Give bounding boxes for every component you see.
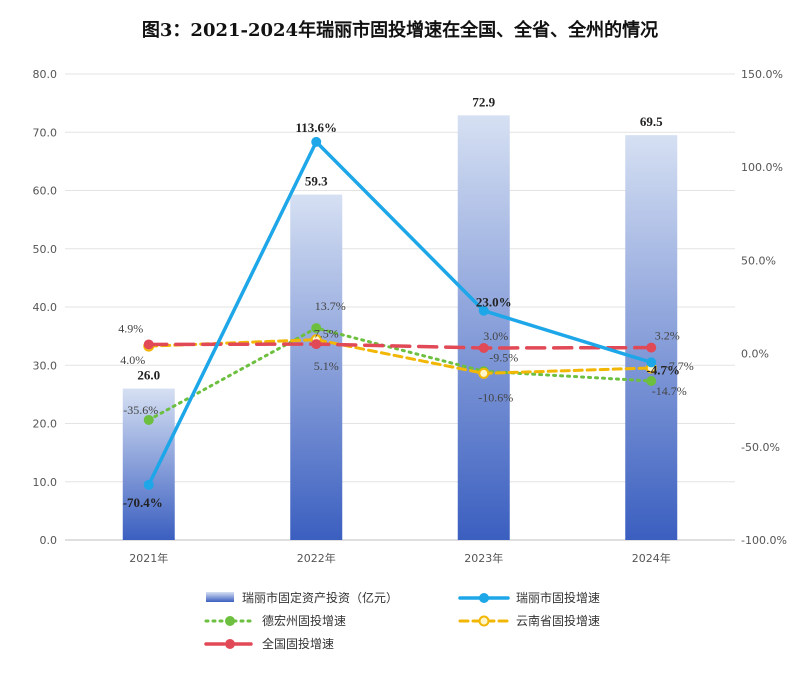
right-tick-label: 150.0%	[741, 68, 783, 81]
line-data-label: 7.5%	[314, 327, 339, 341]
line-data-label: -9.5%	[489, 350, 518, 364]
left-tick-label: 40.0	[33, 301, 58, 314]
line-data-label: -7.7%	[665, 359, 694, 373]
line-data-label: 113.6%	[295, 120, 337, 135]
chart-title: 图3：2021-2024年瑞丽市固投增速在全国、全省、全州的情况	[142, 19, 658, 41]
left-tick-label: 30.0	[33, 359, 58, 372]
legend-marker	[478, 615, 490, 627]
bar-data-label: 26.0	[137, 368, 160, 383]
line-data-label: 5.1%	[314, 359, 339, 373]
line-data-label: 3.0%	[483, 329, 508, 343]
bar-data-label: 72.9	[472, 94, 495, 109]
series-point	[143, 479, 154, 490]
series-point	[646, 357, 657, 368]
x-axis: 2021年 2022年 2023年 2024年	[129, 551, 671, 565]
legend-label: 德宏州固投增速	[262, 613, 346, 628]
legend-label: 瑞丽市固投增速	[516, 590, 600, 605]
series-point	[478, 343, 489, 354]
line-data-label: 3.2%	[655, 329, 680, 343]
bar	[290, 194, 343, 540]
bar	[457, 115, 510, 541]
series-point	[646, 342, 657, 353]
left-axis: 0.0 10.0 20.0 30.0 40.0 50.0 60.0 70.0 80.0	[33, 68, 58, 547]
bar-series	[122, 115, 678, 541]
line-data-label: -70.4%	[123, 495, 163, 510]
series-point	[143, 339, 154, 350]
left-tick-label: 70.0	[33, 126, 58, 139]
series-point	[478, 367, 490, 379]
left-tick-label: 20.0	[33, 418, 58, 431]
right-tick-label: 50.0%	[741, 254, 776, 267]
legend-label: 瑞丽市固定资产投资（亿元）	[242, 590, 398, 605]
line-series	[143, 136, 657, 490]
right-tick-label: -100.0%	[741, 534, 787, 547]
line-data-label: 13.7%	[315, 299, 346, 313]
legend-label: 全国固投增速	[262, 636, 334, 651]
series-point	[143, 414, 154, 425]
series-line	[147, 342, 653, 350]
series-point	[311, 136, 322, 147]
x-tick-label: 2023年	[464, 551, 503, 565]
left-tick-label: 0.0	[40, 534, 58, 547]
left-tick-label: 50.0	[33, 243, 58, 256]
data-labels: 26.0 59.3 72.9 69.5 -70.4% 113.6% 23.0% -4.7% -3…	[118, 94, 694, 509]
bar-data-label: 69.5	[640, 114, 663, 129]
left-tick-label: 10.0	[33, 476, 58, 489]
line-data-label: -35.6%	[123, 403, 158, 417]
series-line	[147, 326, 653, 422]
left-tick-label: 60.0	[33, 185, 58, 198]
bar-data-label: 59.3	[305, 174, 328, 189]
series-point	[646, 376, 657, 387]
x-tick-label: 2024年	[632, 551, 671, 565]
legend-swatch-bar	[206, 592, 234, 602]
line-data-label: 23.0%	[476, 295, 512, 310]
bar	[122, 388, 175, 540]
right-tick-label: -50.0%	[741, 441, 780, 454]
line-data-label: -14.7%	[652, 384, 687, 398]
series-line	[147, 140, 653, 487]
right-axis: -100.0% -50.0% 0.0% 50.0% 100.0% 150.0%	[741, 68, 787, 547]
legend-marker	[225, 639, 235, 649]
x-tick-label: 2021年	[129, 551, 168, 565]
legend-label: 云南省固投增速	[516, 613, 600, 628]
bar	[625, 135, 678, 540]
legend-marker	[225, 616, 235, 626]
line-data-label: 4.0%	[120, 353, 145, 367]
grid	[65, 73, 735, 541]
line-data-label: 4.9%	[118, 321, 143, 335]
series-point	[311, 339, 322, 350]
series-point	[478, 305, 489, 316]
legend-marker	[479, 593, 489, 603]
line-data-label: -10.6%	[478, 390, 513, 404]
series-point	[311, 323, 322, 334]
left-tick-label: 80.0	[33, 68, 58, 81]
right-tick-label: 0.0%	[741, 348, 769, 361]
right-tick-label: 100.0%	[741, 161, 783, 174]
line-data-label: -4.7%	[646, 362, 680, 377]
x-tick-label: 2022年	[297, 551, 336, 565]
